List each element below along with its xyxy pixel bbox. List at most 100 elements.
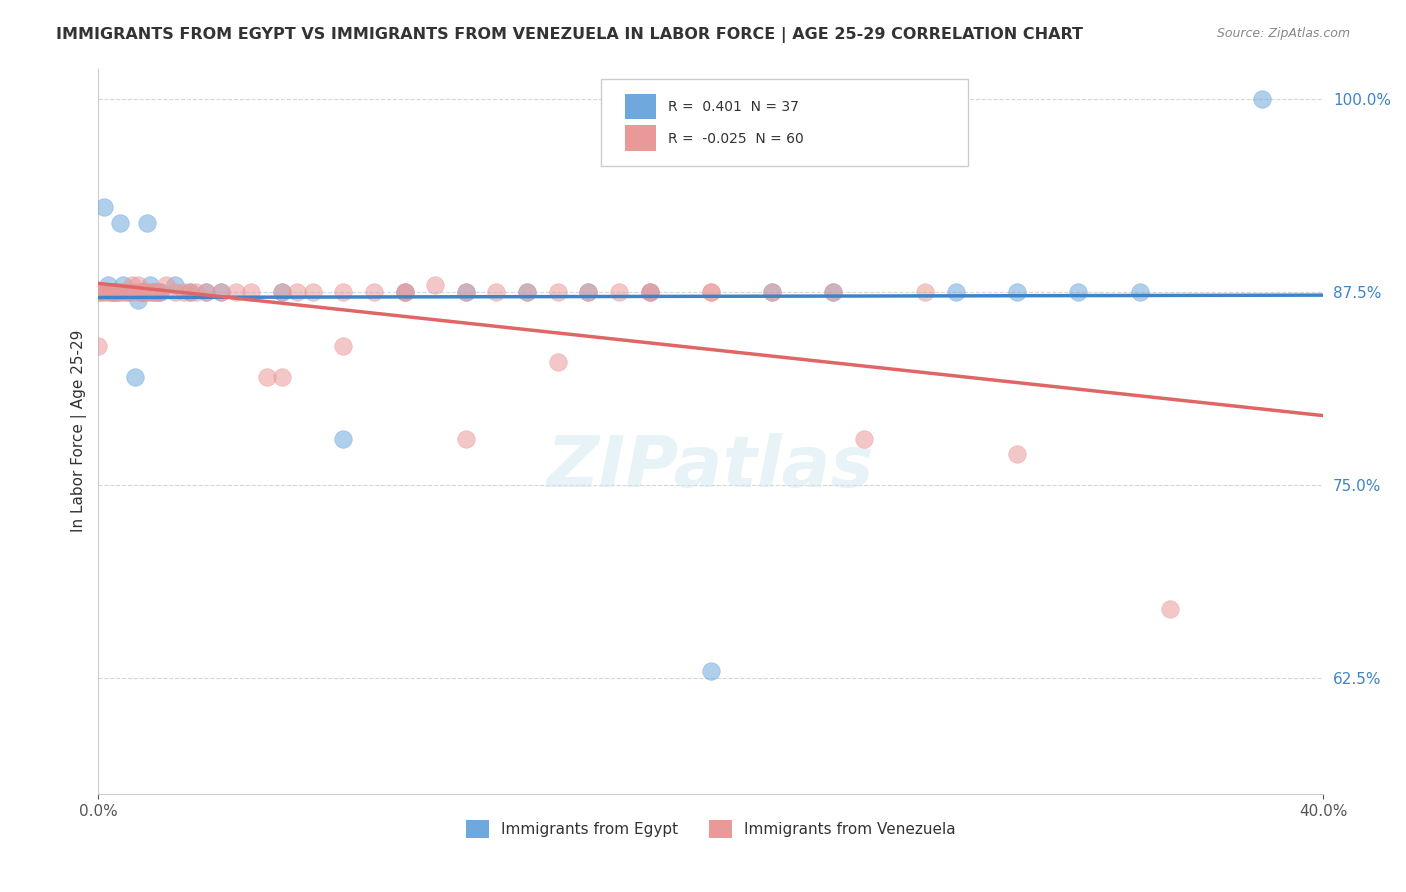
Point xyxy=(1251,92,1274,106)
Point xyxy=(100,285,122,300)
Point xyxy=(700,285,723,300)
Point xyxy=(485,285,508,300)
Point xyxy=(1005,285,1028,300)
Point xyxy=(454,432,477,446)
Point xyxy=(454,285,477,300)
Point xyxy=(700,285,723,300)
Point xyxy=(607,285,630,300)
Point xyxy=(638,285,661,300)
Point xyxy=(124,285,146,300)
Point xyxy=(93,201,115,215)
Point xyxy=(121,277,143,292)
Point xyxy=(87,285,110,300)
Point xyxy=(103,285,125,300)
Point xyxy=(823,285,845,300)
Point xyxy=(155,277,177,292)
Text: R =  0.401  N = 37: R = 0.401 N = 37 xyxy=(668,100,799,114)
Point xyxy=(149,285,172,300)
Legend: Immigrants from Egypt, Immigrants from Venezuela: Immigrants from Egypt, Immigrants from V… xyxy=(460,814,962,845)
Point xyxy=(179,285,201,300)
Point xyxy=(454,285,477,300)
Point xyxy=(516,285,538,300)
Point xyxy=(225,285,247,300)
Point xyxy=(118,285,141,300)
Point xyxy=(108,216,131,230)
Point xyxy=(271,285,294,300)
Point xyxy=(134,285,156,300)
Point xyxy=(700,664,723,678)
Point xyxy=(111,285,134,300)
Point xyxy=(96,285,118,300)
Point xyxy=(638,285,661,300)
Point xyxy=(127,277,149,292)
Point xyxy=(209,285,232,300)
Point xyxy=(761,285,783,300)
Point xyxy=(394,285,416,300)
Point xyxy=(1067,285,1090,300)
Point xyxy=(96,277,118,292)
Point xyxy=(136,216,159,230)
Point xyxy=(638,285,661,300)
Point xyxy=(142,285,165,300)
Point xyxy=(105,285,128,300)
Point xyxy=(852,432,875,446)
Point xyxy=(823,285,845,300)
Point xyxy=(115,285,138,300)
Point xyxy=(139,285,162,300)
Point xyxy=(186,285,208,300)
Point xyxy=(194,285,217,300)
Point xyxy=(163,285,186,300)
Point xyxy=(1005,447,1028,461)
Point xyxy=(516,285,538,300)
Point xyxy=(173,285,195,300)
Point xyxy=(425,277,447,292)
Point xyxy=(761,285,783,300)
Point xyxy=(145,285,167,300)
Text: Source: ZipAtlas.com: Source: ZipAtlas.com xyxy=(1216,27,1350,40)
Bar xyxy=(626,125,655,151)
Point xyxy=(111,277,134,292)
Point xyxy=(105,285,128,300)
Point xyxy=(332,285,354,300)
Point xyxy=(139,277,162,292)
Point xyxy=(287,285,309,300)
FancyBboxPatch shape xyxy=(600,79,969,167)
Point xyxy=(1159,601,1181,615)
Point xyxy=(145,285,167,300)
Point xyxy=(576,285,599,300)
Point xyxy=(163,277,186,292)
Point xyxy=(547,285,569,300)
Point xyxy=(134,285,156,300)
Point xyxy=(363,285,385,300)
Point xyxy=(209,285,232,300)
Point xyxy=(332,339,354,353)
Point xyxy=(103,285,125,300)
Point xyxy=(332,432,354,446)
Point xyxy=(90,285,112,300)
Point xyxy=(127,293,149,307)
Point xyxy=(129,285,152,300)
Point xyxy=(108,285,131,300)
Point xyxy=(136,285,159,300)
Point xyxy=(87,339,110,353)
Point xyxy=(149,285,172,300)
Text: IMMIGRANTS FROM EGYPT VS IMMIGRANTS FROM VENEZUELA IN LABOR FORCE | AGE 25-29 CO: IMMIGRANTS FROM EGYPT VS IMMIGRANTS FROM… xyxy=(56,27,1083,43)
Point xyxy=(100,285,122,300)
Bar xyxy=(626,94,655,120)
Point xyxy=(394,285,416,300)
Point xyxy=(93,285,115,300)
Point xyxy=(271,370,294,384)
Point xyxy=(1128,285,1150,300)
Y-axis label: In Labor Force | Age 25-29: In Labor Force | Age 25-29 xyxy=(72,330,87,533)
Point xyxy=(576,285,599,300)
Point xyxy=(394,285,416,300)
Point xyxy=(142,285,165,300)
Text: ZIPatlas: ZIPatlas xyxy=(547,433,875,502)
Point xyxy=(547,355,569,369)
Point xyxy=(256,370,278,384)
Point xyxy=(118,285,141,300)
Point xyxy=(129,285,152,300)
Point xyxy=(301,285,323,300)
Point xyxy=(240,285,263,300)
Point xyxy=(945,285,967,300)
